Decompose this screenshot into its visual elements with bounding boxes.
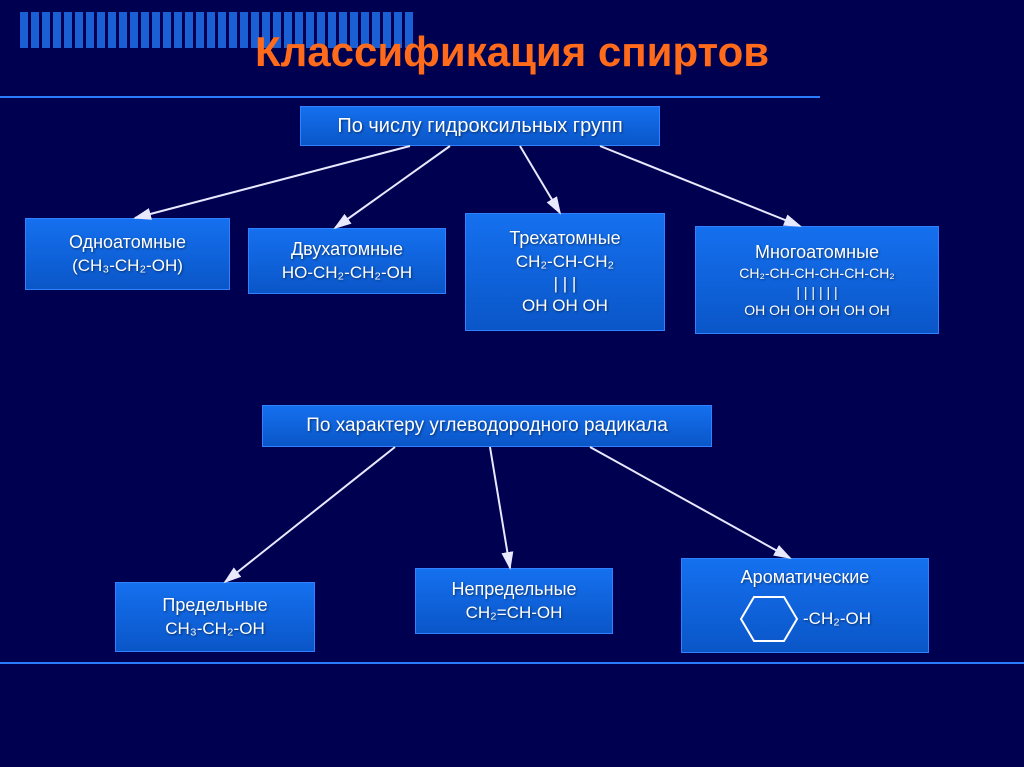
box-diatomic: Двухатомные HO-CH₂-CH₂-OH (248, 228, 446, 294)
b4-l0: CH₂-CH-CH-CH-CH-CH₂ (739, 264, 895, 282)
b7-formula-row: -CH₂-OH (739, 593, 871, 645)
root1-label: По числу гидроксильных групп (337, 113, 622, 139)
box-polyatomic: Многоатомные CH₂-CH-CH-CH-CH-CH₂ | | | |… (695, 226, 939, 334)
box-aromatic: Ароматические -CH₂-OH (681, 558, 929, 653)
page-title: Классификация спиртов (0, 28, 1024, 76)
b3-l0: CH₂-CH-CH₂ (516, 251, 614, 273)
b6-formula: СН₂=СН-ОН (466, 602, 563, 624)
b1-title: Одноатомные (69, 231, 186, 254)
b7-suffix: -CH₂-OH (803, 609, 871, 629)
b1-formula: (СН₃-СН₂-ОН) (72, 255, 183, 277)
box-saturated: Предельные СН₃-СН₂-ОН (115, 582, 315, 652)
b6-title: Непредельные (451, 578, 576, 601)
root-box-radical-character: По характеру углеводородного радикала (262, 405, 712, 447)
benzene-hexagon-icon (739, 593, 799, 645)
accent-line-bottom (0, 662, 1024, 664)
box-triatomic: Трехатомные CH₂-CH-CH₂ | | | OH OH OH (465, 213, 665, 331)
b3-l1: | | | (554, 273, 577, 295)
box-monoatomic: Одноатомные (СН₃-СН₂-ОН) (25, 218, 230, 290)
box-unsaturated: Непредельные СН₂=СН-ОН (415, 568, 613, 634)
b4-title: Многоатомные (755, 241, 879, 264)
b7-title: Ароматические (741, 566, 870, 589)
b3-title: Трехатомные (509, 227, 620, 250)
accent-line-top (0, 96, 820, 98)
b2-title: Двухатомные (291, 238, 403, 261)
b2-formula: HO-CH₂-CH₂-OH (282, 262, 412, 284)
b5-formula: СН₃-СН₂-ОН (165, 618, 264, 640)
b4-l2: OH OH OH OH OH OH (744, 301, 889, 319)
root-box-hydroxyl-groups: По числу гидроксильных групп (300, 106, 660, 146)
b5-title: Предельные (162, 594, 267, 617)
b3-l2: OH OH OH (522, 295, 608, 317)
root2-label: По характеру углеводородного радикала (306, 414, 668, 439)
b4-l1: | | | | | | (796, 283, 837, 301)
